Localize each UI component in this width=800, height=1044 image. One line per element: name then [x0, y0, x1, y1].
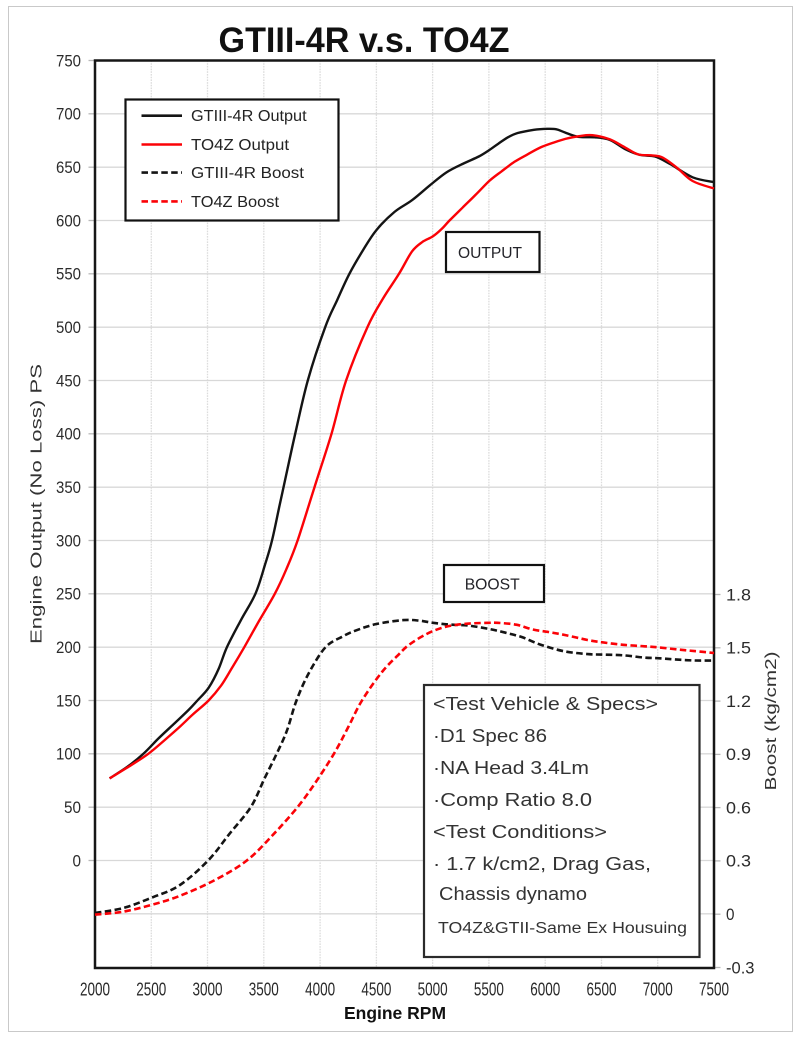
svg-text:TO4Z&GTII-Same Ex Housuing: TO4Z&GTII-Same Ex Housuing [438, 920, 687, 937]
svg-text:<Test Conditions>: <Test Conditions> [433, 822, 607, 842]
svg-text:2000: 2000 [80, 979, 110, 1000]
svg-text:650: 650 [56, 158, 81, 177]
svg-text:0.9: 0.9 [726, 745, 751, 764]
svg-text:300: 300 [56, 531, 81, 550]
svg-text:Engine Output (No Loss) PS: Engine Output (No Loss) PS [29, 364, 46, 644]
svg-text:3500: 3500 [249, 979, 279, 1000]
svg-text:50: 50 [64, 798, 81, 817]
svg-text:Boost (kg/cm2): Boost (kg/cm2) [763, 652, 780, 791]
svg-text:500: 500 [56, 318, 81, 337]
svg-text:450: 450 [56, 371, 81, 390]
svg-text:BOOST: BOOST [465, 577, 520, 594]
svg-text:700: 700 [56, 105, 81, 124]
svg-text:0.6: 0.6 [726, 798, 751, 817]
svg-text:250: 250 [56, 585, 81, 604]
svg-text:1.8: 1.8 [726, 585, 751, 604]
svg-text:0: 0 [73, 851, 82, 870]
svg-text:<Test Vehicle & Specs>: <Test Vehicle & Specs> [433, 694, 658, 714]
svg-text:600: 600 [56, 211, 81, 230]
svg-text:·NA Head 3.4Lm: ·NA Head 3.4Lm [433, 758, 589, 778]
svg-text:400: 400 [56, 425, 81, 444]
svg-text:6000: 6000 [530, 979, 560, 1000]
svg-text:Chassis dynamo: Chassis dynamo [439, 884, 587, 904]
svg-text:7000: 7000 [643, 979, 673, 1000]
svg-text:100: 100 [56, 745, 81, 764]
svg-text:-0.3: -0.3 [726, 958, 755, 977]
svg-text:5000: 5000 [418, 979, 448, 1000]
svg-text:GTIII-4R Boost: GTIII-4R Boost [191, 165, 305, 182]
svg-text:3000: 3000 [193, 979, 223, 1000]
svg-text:Engine RPM: Engine RPM [344, 1003, 446, 1023]
svg-text:·Comp Ratio 8.0: ·Comp Ratio 8.0 [433, 790, 592, 810]
svg-text:200: 200 [56, 638, 81, 657]
svg-text:2500: 2500 [136, 979, 166, 1000]
svg-text:1.5: 1.5 [726, 639, 751, 658]
svg-text:750: 750 [56, 51, 81, 70]
svg-text:·D1 Spec 86: ·D1 Spec 86 [433, 726, 547, 746]
svg-text:· 1.7 k/cm2, Drag Gas,: · 1.7 k/cm2, Drag Gas, [433, 854, 651, 874]
svg-text:0: 0 [726, 905, 735, 924]
svg-text:5500: 5500 [474, 979, 504, 1000]
svg-text:4000: 4000 [305, 979, 335, 1000]
svg-text:4500: 4500 [361, 979, 391, 1000]
svg-text:TO4Z Boost: TO4Z Boost [191, 194, 280, 211]
svg-text:150: 150 [56, 691, 81, 710]
svg-text:550: 550 [56, 265, 81, 284]
svg-text:350: 350 [56, 478, 81, 497]
svg-text:7500: 7500 [699, 979, 729, 1000]
svg-text:GTIII-4R v.s. TO4Z: GTIII-4R v.s. TO4Z [219, 21, 510, 60]
svg-text:OUTPUT: OUTPUT [458, 245, 522, 262]
svg-text:1.2: 1.2 [726, 692, 751, 711]
svg-text:TO4Z Output: TO4Z Output [191, 137, 290, 154]
svg-text:6500: 6500 [587, 979, 617, 1000]
svg-text:0.3: 0.3 [726, 852, 751, 871]
svg-text:GTIII-4R Output: GTIII-4R Output [191, 108, 307, 125]
